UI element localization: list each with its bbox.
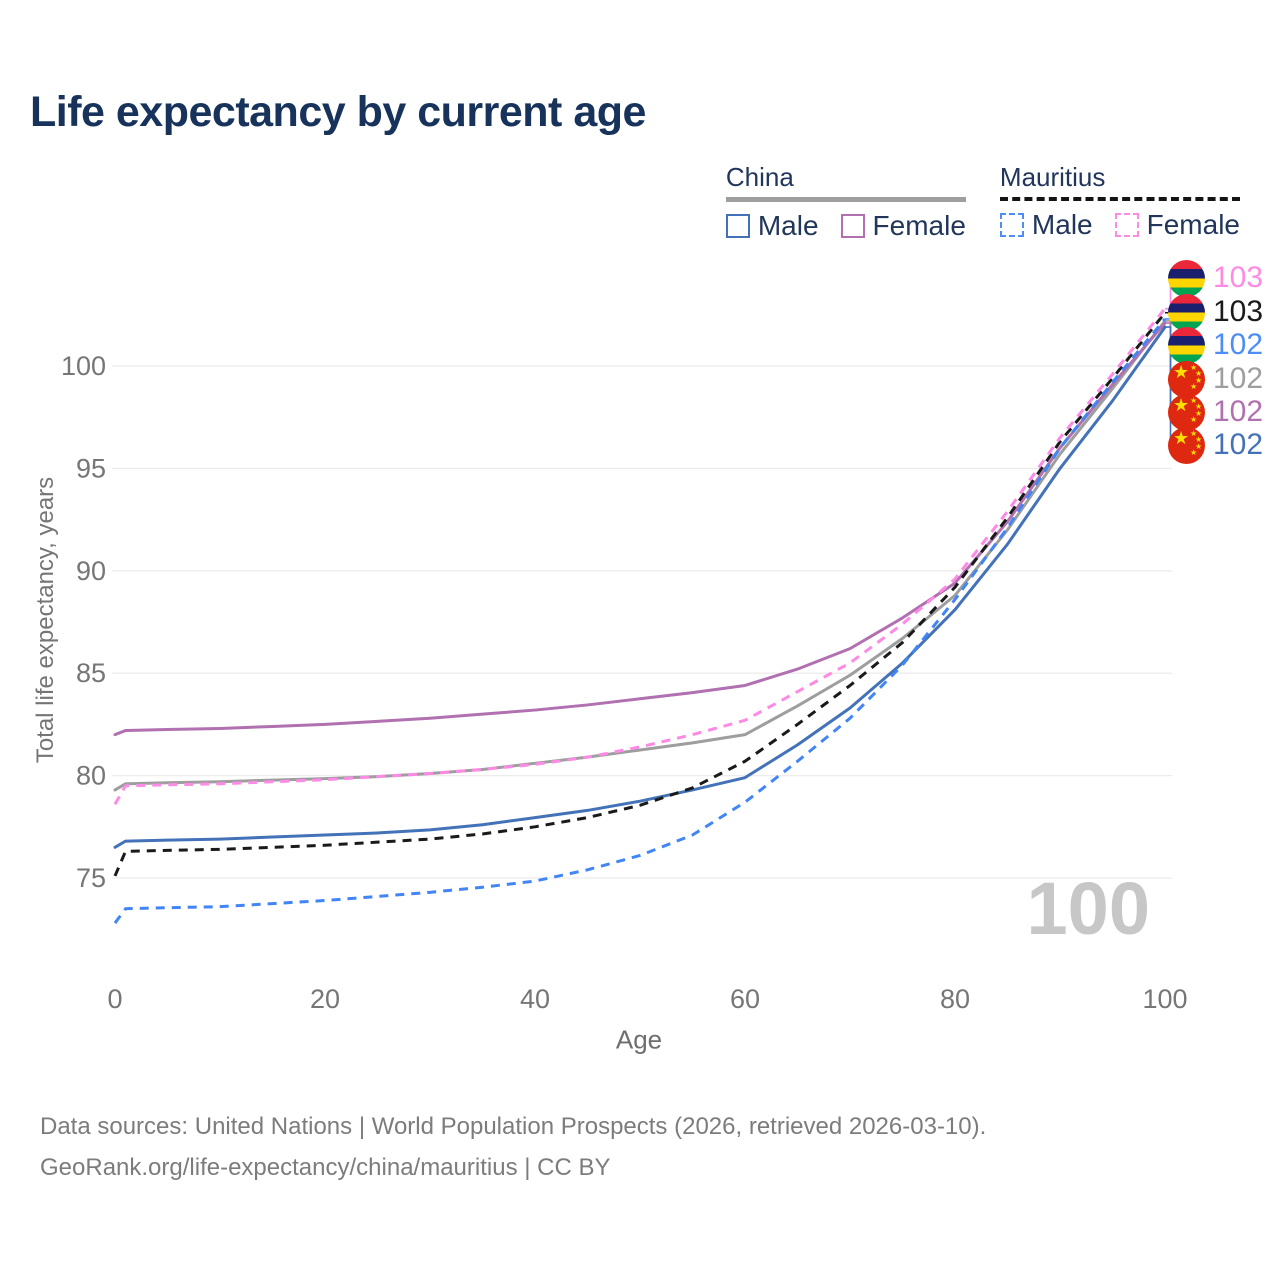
legend-group-title-china[interactable]: China [725, 162, 794, 192]
end-value: 103 [1213, 261, 1264, 294]
legend-item-mauritius-female[interactable]: Female [1114, 209, 1240, 241]
mauritius-flag-icon [1168, 259, 1205, 297]
y-tick-label: 95 [76, 453, 106, 483]
x-tick-label: 40 [520, 984, 550, 1014]
end-label-mauritius-total[interactable]: 103 [1168, 293, 1264, 331]
x-tick-label: 0 [107, 984, 122, 1014]
legend-item-label: Male [1031, 209, 1093, 240]
series-line-mauritius_total[interactable] [113, 311, 1167, 877]
page-title: Life expectancy by current age [30, 88, 646, 136]
x-tick-label: 80 [940, 984, 970, 1014]
china-flag-icon: ★ ★ ★ ★ ★ [1168, 360, 1205, 398]
series-line-mauritius_female[interactable] [113, 307, 1167, 806]
mauritius-male-swatch-icon [999, 213, 1024, 237]
series-line-mauritius_male[interactable] [113, 317, 1167, 924]
legend: China Male Female Mauritius Male [725, 162, 1240, 242]
y-tick-label: 85 [76, 658, 106, 688]
china-flag-icon: ★ ★ ★ ★ ★ [1168, 393, 1205, 431]
series-line-china_male[interactable] [113, 325, 1167, 849]
end-label-mauritius-male[interactable]: 102 [1168, 326, 1264, 364]
end-label-china-female[interactable]: ★ ★ ★ ★ ★ 102 [1168, 393, 1264, 431]
legend-group-mauritius: Mauritius Male Female [999, 162, 1240, 242]
mauritius-flag-icon [1168, 293, 1205, 331]
legend-group-title-mauritius[interactable]: Mauritius [999, 162, 1106, 192]
legend-item-label: Male [757, 209, 819, 241]
mauritius-female-swatch-icon [1114, 213, 1139, 237]
series-line-china_total[interactable] [113, 319, 1167, 792]
y-tick-label: 100 [61, 351, 106, 381]
x-tick-label: 20 [310, 984, 340, 1014]
attribution-line: GeoRank.org/life-expectancy/china/maurit… [40, 1154, 611, 1181]
x-tick-label: 100 [1142, 984, 1187, 1014]
legend-item-china-male[interactable]: Male [725, 209, 819, 242]
y-tick-label: 75 [76, 863, 106, 893]
legend-item-label: Female [1146, 209, 1240, 240]
x-tick-label: 60 [730, 984, 760, 1014]
legend-group-china: China Male Female [725, 162, 966, 242]
end-label-china-total[interactable]: ★ ★ ★ ★ ★ 102 [1168, 360, 1264, 398]
current-age-watermark: 100 [1026, 867, 1150, 950]
footer: Data sources: United Nations | World Pop… [40, 1106, 986, 1188]
legend-item-mauritius-male[interactable]: Male [999, 209, 1093, 241]
x-axis-title: Age [615, 1024, 663, 1055]
end-value: 103 [1213, 295, 1264, 328]
end-value: 102 [1213, 428, 1264, 461]
china-flag-icon: ★ ★ ★ ★ ★ [1168, 426, 1205, 464]
y-tick-label: 90 [76, 556, 106, 586]
y-axis-title: Total life expectancy, years [32, 476, 59, 764]
data-sources-line: Data sources: United Nations | World Pop… [40, 1113, 987, 1140]
legend-item-label: Female [872, 209, 966, 241]
china-female-swatch-icon [840, 213, 865, 238]
end-value: 102 [1213, 362, 1264, 395]
mauritius-line-sample [999, 197, 1240, 201]
end-value: 102 [1213, 395, 1264, 428]
end-value: 102 [1213, 328, 1264, 361]
legend-item-china-female[interactable]: Female [840, 209, 966, 242]
y-tick-label: 80 [76, 761, 106, 791]
series-line-china_female[interactable] [113, 321, 1167, 737]
end-label-china-male[interactable]: ★ ★ ★ ★ ★ 102 [1168, 426, 1264, 464]
china-male-swatch-icon [725, 213, 750, 238]
china-line-sample [725, 197, 966, 202]
mauritius-flag-icon [1168, 326, 1205, 364]
end-label-mauritius-female[interactable]: 103 [1168, 259, 1264, 297]
